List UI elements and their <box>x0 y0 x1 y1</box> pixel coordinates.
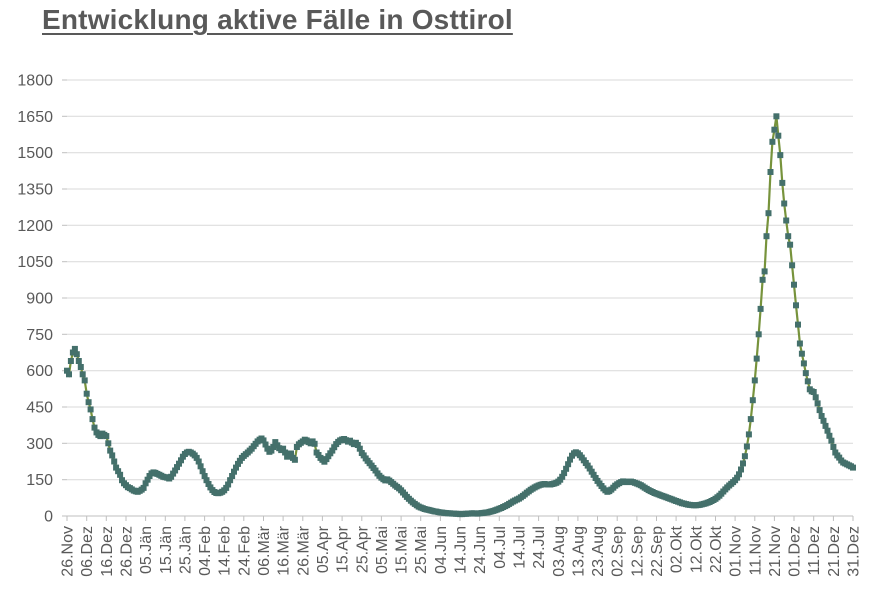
x-tick-label: 22.Okt <box>708 525 725 573</box>
y-tick-label: 300 <box>26 436 53 453</box>
x-tick-label: 15.Jän <box>158 526 175 574</box>
x-tick-label: 02.Sep <box>610 526 627 577</box>
y-tick-label: 0 <box>44 509 53 526</box>
x-tick-label: 15.Apr <box>335 525 352 573</box>
x-tick-label: 05.Jän <box>138 526 155 574</box>
x-tick-label: 14.Jun <box>453 526 470 574</box>
y-tick-label: 600 <box>26 363 53 380</box>
data-point-markers <box>64 113 856 518</box>
y-tick-label: 750 <box>26 327 53 344</box>
x-tick-label: 23.Aug <box>590 526 607 577</box>
chart-title: Entwicklung aktive Fälle in Osttirol <box>42 4 513 35</box>
y-tick-label: 1800 <box>17 73 53 90</box>
x-tick-label: 24.Jul <box>531 526 548 569</box>
x-tick-label: 03.Aug <box>551 526 568 577</box>
x-tick-label: 05.Apr <box>315 525 332 573</box>
y-tick-label: 1350 <box>17 182 53 199</box>
x-tick-label: 31.Dez <box>846 526 863 577</box>
x-tick-label: 16.Mär <box>276 525 293 575</box>
x-tick-label: 06.Mär <box>256 525 273 575</box>
x-tick-label: 05.Mai <box>374 526 391 574</box>
y-tick-label: 1050 <box>17 254 53 271</box>
x-tick-label: 16.Dez <box>99 526 116 577</box>
x-tick-label: 12.Sep <box>629 526 646 577</box>
x-tick-label: 01.Dez <box>787 526 804 577</box>
x-tick-label: 21.Nov <box>767 526 784 577</box>
x-tick-label: 01.Nov <box>728 526 745 577</box>
x-tick-label: 26.Nov <box>60 526 77 577</box>
x-tick-label: 25.Jän <box>177 526 194 574</box>
y-tick-label: 1200 <box>17 218 53 235</box>
x-tick-label: 04.Jun <box>433 526 450 574</box>
x-tick-label: 04.Jul <box>492 526 509 569</box>
x-tick-label: 11.Dez <box>806 526 823 576</box>
y-tick-label: 150 <box>26 472 53 489</box>
x-tick-label: 11.Nov <box>747 526 764 576</box>
x-tick-label: 06.Dez <box>79 526 96 577</box>
x-tick-label: 14.Feb <box>217 526 234 576</box>
x-tick-label: 04.Feb <box>197 526 214 576</box>
y-tick-label: 1650 <box>17 109 53 126</box>
x-tick-label: 24.Feb <box>236 526 253 576</box>
y-tick-label: 900 <box>26 291 53 308</box>
x-tick-label: 02.Okt <box>669 525 686 573</box>
x-tick-label: 24.Jun <box>472 526 489 574</box>
x-tick-label: 14.Jul <box>512 526 529 569</box>
x-tick-label: 13.Aug <box>570 526 587 577</box>
x-tick-label: 25.Apr <box>354 525 371 573</box>
x-tick-label: 15.Mai <box>394 526 411 574</box>
x-tick-label: 21.Dez <box>826 526 843 577</box>
y-tick-label: 450 <box>26 400 53 417</box>
x-tick-label: 22.Sep <box>649 526 666 577</box>
x-tick-label: 12.Okt <box>688 525 705 573</box>
x-tick-label: 25.Mai <box>413 526 430 574</box>
x-tick-label: 26.Dez <box>118 526 135 577</box>
y-tick-label: 1500 <box>17 145 53 162</box>
x-tick-label: 26.Mär <box>295 525 312 575</box>
